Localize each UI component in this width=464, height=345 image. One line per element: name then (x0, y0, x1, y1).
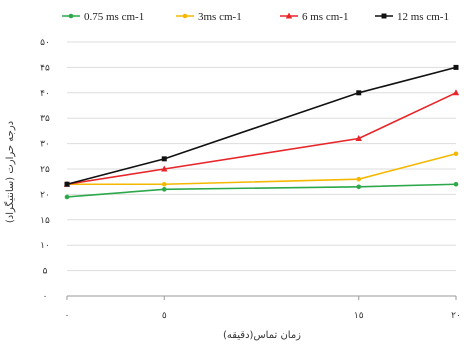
series-lines (63, 64, 460, 200)
series-line (66, 92, 457, 186)
x-tick-labels: ٠ ٥ ١٥ ٢٠ (65, 311, 461, 321)
series-line (66, 183, 457, 198)
legend-marker (68, 13, 74, 19)
axes (66, 295, 457, 300)
y-tick-label: ١٠ (40, 241, 50, 251)
gridlines (67, 41, 456, 272)
data-point (161, 165, 168, 172)
series-4 (64, 64, 459, 187)
x-tick-label: ٢٠ (451, 311, 461, 321)
y-tick-label: ١۵ (40, 216, 50, 226)
data-point (453, 151, 459, 157)
data-point (356, 184, 362, 190)
legend-label: 12 ms cm-1 (397, 11, 449, 23)
x-tick-label: ١٥ (354, 311, 364, 321)
series-1 (64, 181, 459, 200)
y-tick-label: ٢٠ (40, 190, 50, 200)
data-point (161, 181, 167, 187)
data-point (452, 89, 460, 96)
data-point (356, 90, 362, 96)
y-tick-labels: ٠ ۵ ١٠ ١۵ ٢٠ ٢۵ ٣٠ ٣۵ ۴٠ ۴۵ ۵٠ (40, 38, 50, 302)
data-point (453, 181, 459, 187)
legend-item: 0.75 ms cm-1 (62, 11, 144, 23)
y-tick-label: ٣۵ (40, 114, 50, 124)
data-point (161, 187, 167, 192)
y-axis-title: درجه حرارت (سانتیگراد) (4, 121, 16, 223)
data-point (356, 176, 362, 182)
data-point (453, 64, 459, 70)
x-tick-label: ٥ (162, 311, 167, 321)
y-tick-label: ۵ (43, 267, 48, 277)
y-tick-label: ۵٠ (40, 38, 50, 48)
series-line (67, 152, 457, 186)
x-tick-label: ٠ (65, 311, 70, 321)
legend-marker (182, 13, 188, 19)
legend-marker (381, 13, 387, 19)
legend-item: 12 ms cm-1 (375, 11, 449, 23)
y-tick-label: ٣٠ (40, 140, 50, 150)
data-point (161, 156, 167, 162)
legend-label: 3ms cm-1 (198, 11, 242, 23)
y-tick-label: ٢۵ (40, 165, 50, 175)
legend-label: 0.75 ms cm-1 (84, 11, 144, 23)
series-3 (63, 89, 460, 187)
data-point (64, 194, 70, 200)
x-axis-title: زمان تماس(دقیقه) (223, 330, 301, 341)
y-tick-label: ۴۵ (40, 63, 50, 73)
legend-item: 6 ms cm-1 (280, 11, 348, 23)
data-point (64, 181, 70, 187)
series-line (66, 66, 457, 186)
legend-item: 3ms cm-1 (176, 11, 242, 23)
legend-label: 6 ms cm-1 (302, 11, 348, 23)
data-point (355, 135, 362, 142)
legend-marker (285, 12, 293, 19)
y-tick-label: ۴٠ (40, 89, 50, 99)
legend: 0.75 ms cm-1 3ms cm-1 6 ms cm-1 12 ms cm-1 (62, 11, 449, 23)
y-tick-label: ٠ (43, 292, 48, 302)
